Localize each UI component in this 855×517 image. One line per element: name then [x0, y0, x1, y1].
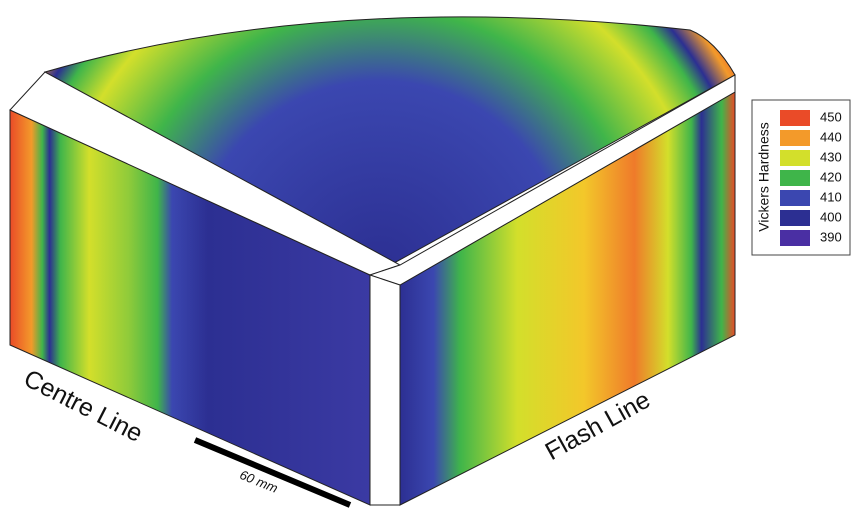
legend-label: 410: [820, 189, 842, 204]
legend-label: 440: [820, 129, 842, 144]
legend-swatch: [780, 150, 810, 166]
corner-strip: [370, 275, 400, 505]
legend-label: 390: [820, 229, 842, 244]
legend-swatch: [780, 190, 810, 206]
legend-swatch: [780, 170, 810, 186]
legend-label: 420: [820, 169, 842, 184]
legend: Vickers Hardness 450 440 430 420 410 400 390: [752, 100, 850, 255]
legend-swatch: [780, 130, 810, 146]
legend-label: 430: [820, 149, 842, 164]
figure: Centre Line Flash Line 60 mm Vickers Har…: [0, 0, 855, 517]
legend-swatch: [780, 210, 810, 226]
legend-swatch: [780, 230, 810, 246]
legend-swatch: [780, 110, 810, 126]
legend-label: 450: [820, 109, 842, 124]
legend-title: Vickers Hardness: [756, 122, 772, 231]
legend-label: 400: [820, 209, 842, 224]
